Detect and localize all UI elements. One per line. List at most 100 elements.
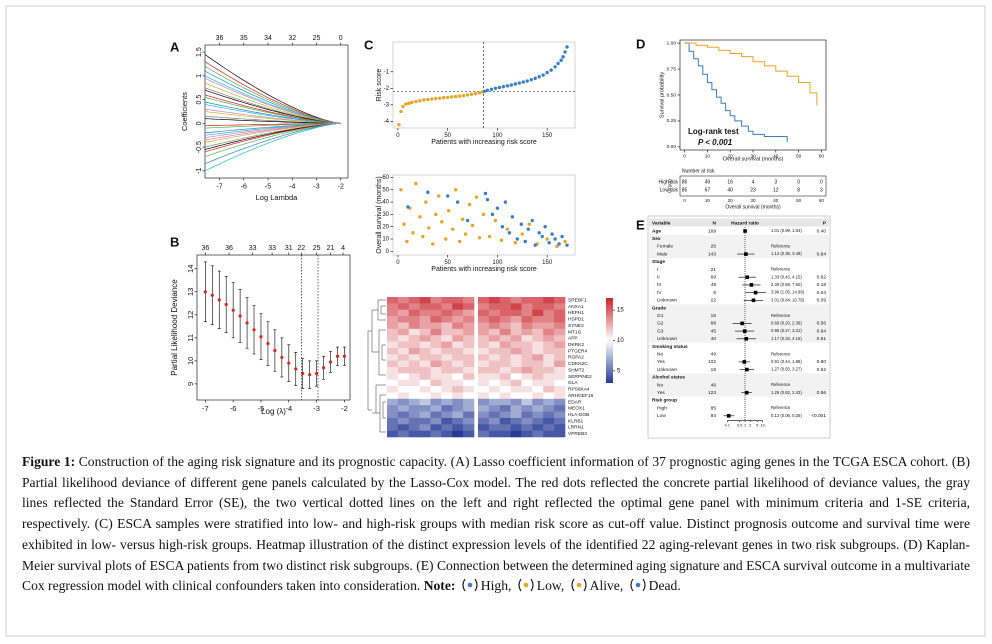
heatmap-cell (463, 335, 475, 342)
heatmap-cell (452, 297, 464, 304)
heatmap-cell (478, 335, 490, 342)
gene-label: SREBF1 (568, 297, 587, 303)
patient-point (525, 79, 529, 83)
patient-point (501, 84, 506, 89)
heatmap-cell (441, 360, 453, 368)
heatmap-cell (430, 430, 442, 438)
heatmap-cell (532, 354, 544, 361)
heatmap-cell (452, 303, 464, 311)
patient-point (460, 217, 465, 222)
heatmap-cell (463, 411, 475, 419)
x-tick-label: 20 (728, 154, 734, 160)
heatmap-cell (441, 430, 453, 438)
heatmap-cell (554, 354, 566, 361)
patient-point (497, 85, 502, 90)
risk-count: 23 (750, 187, 756, 193)
heatmap-cell (543, 405, 555, 412)
y-tick-label: -1 (196, 168, 203, 174)
row-p: 0.09 (817, 298, 827, 304)
patient-point (523, 239, 527, 244)
patient-point (487, 234, 492, 239)
page-border (5, 5, 986, 637)
risk-count: 4 (752, 179, 755, 185)
panel-label: E (636, 217, 645, 232)
legend-label: Dead. (648, 578, 681, 594)
deviance-point (245, 321, 249, 325)
gene-label: MT1G (568, 329, 582, 335)
y-tick-label: 10 (186, 357, 195, 365)
top-tick-label: 31 (285, 245, 293, 252)
y-axis-label: Risk score (376, 69, 383, 102)
legend-marker (518, 578, 534, 592)
y-tick-label: -3 (384, 102, 390, 108)
row-hr: 2.30 (0.69, 7.60) (771, 282, 802, 287)
y-axis-label: Survival probability (659, 72, 665, 118)
heatmap-cell (430, 379, 442, 387)
heatmap-cell (419, 316, 431, 323)
gene-label: CDKN2C (568, 361, 588, 367)
gene-label: EDAR (568, 399, 582, 405)
heatmap-cell (408, 424, 420, 431)
heatmap-cell (521, 297, 533, 304)
heatmap-cell (543, 398, 555, 406)
heatmap-cell (430, 322, 442, 330)
heatmap-cell (387, 411, 399, 419)
y-tick-label: -2 (384, 86, 390, 92)
gene-label: KLRB1 (568, 418, 584, 424)
row-n: 46 (711, 382, 717, 388)
patient-point (461, 93, 466, 98)
deviance-point (210, 293, 214, 297)
gene-label: DKRK2 (568, 342, 584, 348)
heatmap-cell (478, 347, 490, 355)
heatmap-cell (478, 417, 490, 425)
patient-point (557, 242, 561, 246)
patient-point (500, 224, 505, 229)
gene-label: HEPH1 (568, 310, 584, 316)
heatmap-cell (387, 373, 399, 381)
patient-point (556, 61, 560, 66)
coefficient-path (204, 123, 341, 138)
patient-point (457, 239, 462, 244)
plot-frame (392, 174, 576, 256)
row-n: 45 (711, 328, 717, 334)
heatmap-cell (419, 392, 431, 400)
heatmap-cell (554, 430, 566, 438)
heatmap-cell (387, 335, 399, 342)
heatmap-cell (441, 417, 453, 425)
heatmap-cell (554, 328, 566, 336)
heatmap-cell (408, 379, 420, 387)
heatmap-cell (452, 398, 464, 406)
heatmap-cell (521, 335, 533, 342)
row-hr: Reference (771, 405, 791, 410)
row-p: 0.62 (817, 367, 827, 373)
deviance-point (287, 361, 291, 365)
heatmap-cell (510, 360, 522, 368)
risk-x-label: 30 (750, 198, 756, 203)
x-tick-label: 1 (744, 424, 746, 428)
heatmap-cell (397, 347, 410, 355)
hazard-ratio (744, 390, 749, 395)
heatmap-cell (387, 392, 399, 400)
patient-point (401, 104, 405, 109)
heatmap-cell (452, 411, 464, 419)
y-tick-label: 50 (382, 187, 389, 193)
row-hr: 0.91 (0.44, 1.88) (771, 359, 802, 364)
heatmap-cell (419, 367, 431, 374)
hazard-ratio (740, 321, 744, 326)
heatmap-cell (430, 424, 442, 431)
y-tick-label: 0.5 (196, 95, 203, 105)
hazard-ratio (745, 275, 749, 279)
heatmap-cell (441, 316, 453, 323)
heatmap-cell (488, 360, 501, 368)
top-tick-label: 21 (327, 245, 335, 252)
deviance-point (231, 308, 235, 312)
heatmap-cell (532, 328, 544, 336)
coefficient-path (204, 123, 341, 165)
patient-point (565, 243, 569, 247)
patient-point (405, 239, 409, 244)
risk-count: 3 (774, 179, 777, 185)
heatmap-cell (488, 322, 501, 330)
heatmap-cell (441, 373, 453, 381)
heatmap-cell (488, 379, 501, 387)
patient-point (553, 237, 557, 241)
